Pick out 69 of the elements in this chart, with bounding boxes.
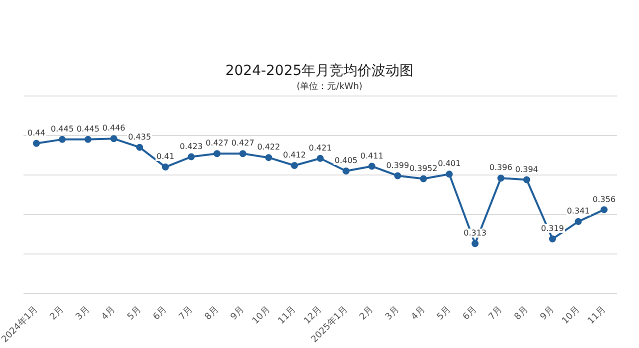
- point: [136, 144, 144, 151]
- point: [600, 206, 608, 214]
- point: [162, 164, 169, 171]
- x-tick-label: 7月: [178, 304, 196, 322]
- x-tick-label: 6月: [461, 304, 479, 322]
- data-label: 0.396: [489, 163, 512, 172]
- data-label: 0.356: [592, 194, 616, 204]
- point: [472, 240, 479, 248]
- x-tick-label: 11月: [276, 304, 298, 326]
- data-label: 0.313: [464, 228, 487, 238]
- data-label: 0.411: [360, 151, 384, 160]
- x-tick-label: 5月: [436, 304, 454, 322]
- point: [239, 150, 246, 158]
- x-tick-label: 10月: [250, 304, 272, 326]
- point: [188, 153, 195, 160]
- point: [32, 140, 40, 147]
- point: [214, 150, 221, 158]
- point: [110, 135, 118, 142]
- data-label: 0.41: [156, 152, 174, 162]
- x-tick-label: 9月: [229, 304, 247, 322]
- x-tick-label: 7月: [487, 304, 505, 322]
- point: [316, 154, 324, 162]
- chart-subtitle: (单位：元/kWh): [296, 80, 364, 93]
- point: [394, 172, 402, 180]
- point: [342, 168, 350, 175]
- x-tick-label: 12月: [302, 304, 324, 326]
- x-tick-label: 2月: [358, 304, 376, 322]
- x-tick-label: 10月: [560, 304, 582, 326]
- point: [84, 136, 92, 143]
- data-label: 0.423: [180, 142, 203, 151]
- point: [446, 170, 453, 178]
- data-label: 0.435: [128, 132, 152, 142]
- data-label: 0.341: [566, 206, 590, 216]
- chart-title: 2024-2025年月竞均价波动图: [224, 62, 415, 80]
- point: [290, 162, 298, 169]
- point: [368, 162, 376, 170]
- x-tick-label: 5月: [126, 304, 144, 322]
- point: [548, 235, 556, 242]
- data-label: 0.422: [257, 142, 280, 152]
- x-tick-label: 11月: [586, 304, 608, 326]
- data-label: 0.405: [334, 156, 358, 166]
- data-label: 0.3952: [409, 164, 438, 173]
- data-label: 0.394: [515, 164, 538, 174]
- point: [497, 174, 504, 182]
- point: [574, 218, 582, 226]
- data-label: 0.399: [386, 160, 410, 170]
- point: [420, 175, 427, 182]
- x-tick-label: 6月: [152, 304, 170, 322]
- x-tick-label: 3月: [74, 304, 92, 322]
- x-tick-label: 8月: [203, 304, 221, 322]
- data-label: 0.401: [438, 159, 461, 168]
- data-label: 0.445: [50, 124, 74, 134]
- x-tick-label: 8月: [512, 304, 530, 322]
- x-tick-label: 2月: [48, 304, 66, 322]
- point: [523, 176, 530, 184]
- data-label: 0.319: [541, 224, 564, 233]
- point: [58, 136, 66, 143]
- data-label: 0.445: [76, 124, 100, 134]
- data-label: 0.412: [282, 150, 306, 160]
- data-label: 0.421: [308, 143, 332, 152]
- data-label: 0.44: [28, 128, 46, 138]
- x-tick-label: 4月: [410, 304, 428, 322]
- x-tick-label: 3月: [384, 304, 402, 322]
- x-tick-label: 4月: [100, 304, 118, 322]
- point: [265, 154, 272, 162]
- data-label: 0.427: [206, 138, 228, 148]
- x-tick-label: 9月: [538, 304, 556, 322]
- data-label: 0.427: [231, 138, 254, 148]
- data-label: 0.446: [102, 124, 126, 133]
